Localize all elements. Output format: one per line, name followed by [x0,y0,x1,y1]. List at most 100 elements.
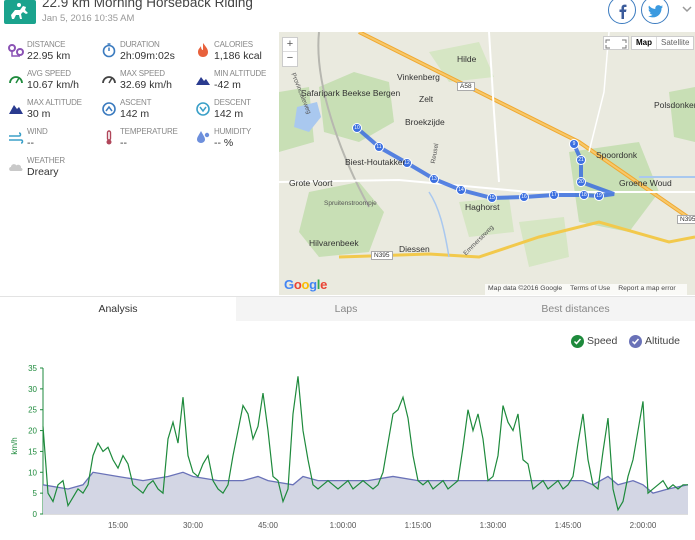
tab-analysis[interactable]: Analysis [0,297,236,322]
y-tick-label: 25 [28,406,37,415]
map-place-label: Hilvarenbeek [309,238,359,248]
x-tick-label: 1:30:00 [480,521,507,530]
mountain-down-icon [196,77,210,85]
stat-value: 10.67 km/h [27,79,79,91]
route-marker[interactable]: 13 [429,174,439,184]
x-tick-label: 45:00 [258,521,279,530]
route-marker[interactable]: 14 [456,185,466,195]
x-tick-label: 1:00:00 [330,521,357,530]
map-place-label: Hilde [457,54,477,64]
terms-of-use-link[interactable]: Terms of Use [570,285,611,292]
map-place-label: Haghorst [465,202,500,212]
map-place-label: N395 [677,215,695,224]
activity-header: 22.9 km Morning Horseback Riding Jan 5, … [0,0,695,30]
stat-label: CALORIES [214,40,253,49]
facebook-icon [619,4,627,19]
altitude-area [43,472,688,514]
stat-value: 142 m [214,108,244,120]
stat-value: 32.69 km/h [120,79,172,91]
stat-max-altitude: MAX ALTITUDE 30 m [7,98,97,124]
x-tick-label: 1:45:00 [555,521,582,530]
route-marker[interactable]: 15 [487,193,497,203]
fullscreen-button[interactable] [603,36,629,50]
stat-value: 142 m [120,108,150,120]
speed-altitude-chart[interactable]: 0 5 10 15 20 25 30 35 km/h 15:00 30:00 45:00 1:00:00… [0,355,695,540]
tab-best-distances[interactable]: Best distances [541,303,610,315]
route-marker[interactable]: 19 [594,191,604,201]
horseback-riding-icon [4,0,36,24]
humidity-icon [197,131,210,143]
activity-title: 22.9 km Morning Horseback Riding [42,0,253,10]
stat-label: DISTANCE [27,40,66,49]
stat-value: -- [27,137,34,149]
stat-descent: DESCENT 142 m [194,98,284,124]
legend-speed-toggle[interactable]: Speed [571,334,621,350]
zoom-out-button[interactable]: − [286,52,294,64]
map-place-label: Broekzijde [405,117,445,127]
y-tick-label: 20 [28,427,37,436]
ascent-icon [102,102,116,116]
legend-speed-label: Speed [587,335,618,347]
map-canvas[interactable] [279,32,695,295]
stat-value: -- [120,137,127,149]
map-type-satellite-button[interactable]: Satellite [661,38,690,47]
legend-altitude-label: Altitude [645,335,681,347]
route-marker[interactable]: 17 [549,190,559,200]
route-marker[interactable]: 18 [579,190,589,200]
stat-humidity: HUMIDITY -- % [194,127,284,153]
stat-value: 22.95 km [27,50,71,62]
distance-icon [8,44,24,57]
route-marker[interactable]: 9 [569,139,579,149]
stat-avg-speed: AVG SPEED 10.67 km/h [7,69,97,95]
fullscreen-icon [605,39,627,49]
y-tick-label: 30 [28,385,37,394]
route-marker[interactable]: 10 [352,123,362,133]
thermometer-icon [106,130,112,145]
route-marker[interactable]: 12 [402,158,412,168]
tab-laps[interactable]: Laps [334,303,358,315]
stat-value: 2h:09m:02s [120,50,175,62]
chevron-down-icon[interactable] [681,4,693,14]
stat-ascent: ASCENT 142 m [100,98,190,124]
stat-value: Dreary [27,166,59,178]
stat-label: MAX ALTITUDE [27,98,82,107]
map-data-credit: Map data ©2016 Google [488,285,563,292]
stat-value: 30 m [27,108,51,120]
y-tick-label: 15 [28,447,37,456]
route-map[interactable]: 10 11 12 13 14 15 16 17 18 19 20 21 9 Hilde Vinkenber… [279,32,695,295]
stat-label: DESCENT [214,98,251,107]
stat-wind: WIND -- [7,127,97,153]
stat-max-speed: MAX SPEED 32.69 km/h [100,69,190,95]
stat-distance: DISTANCE 22.95 km [7,40,97,66]
map-place-label: Vinkenberg [397,72,440,82]
stats-panel: DISTANCE 22.95 km DURATION 2h:09m:02s CALORI… [0,32,278,294]
stat-label: TEMPERATURE [120,127,178,136]
twitter-icon [648,5,663,18]
y-tick-label: 10 [28,468,37,477]
speedometer-icon [9,76,23,84]
route-marker[interactable]: 16 [519,192,529,202]
map-place-label: A58 [457,82,475,91]
stat-label: AVG SPEED [27,69,71,78]
zoom-control: + − [282,37,298,67]
share-twitter-button[interactable] [641,0,669,24]
map-type-map-button[interactable]: Map [632,37,657,49]
stat-min-altitude: MIN ALTITUDE -42 m [194,69,284,95]
activity-date: Jan 5, 2016 10:35 AM [42,13,135,24]
x-tick-label: 15:00 [108,521,129,530]
x-tick-label: 2:00:00 [630,521,657,530]
route-marker[interactable]: 21 [576,155,586,165]
zoom-in-button[interactable]: + [283,38,297,52]
map-place-label: Zelt [419,94,434,104]
stat-label: HUMIDITY [214,127,252,136]
route-marker[interactable]: 11 [374,142,384,152]
stat-label: WEATHER [27,156,66,165]
share-facebook-button[interactable] [608,0,636,24]
cloud-icon [9,164,23,171]
route-marker[interactable]: 20 [576,177,586,187]
report-map-error-link[interactable]: Report a map error [618,285,676,292]
descent-icon [196,102,210,116]
map-place-label: Spoordonk [596,150,638,160]
map-place-label: Biest-Houtakker [345,157,406,167]
legend-altitude-toggle[interactable]: Altitude [629,334,689,350]
